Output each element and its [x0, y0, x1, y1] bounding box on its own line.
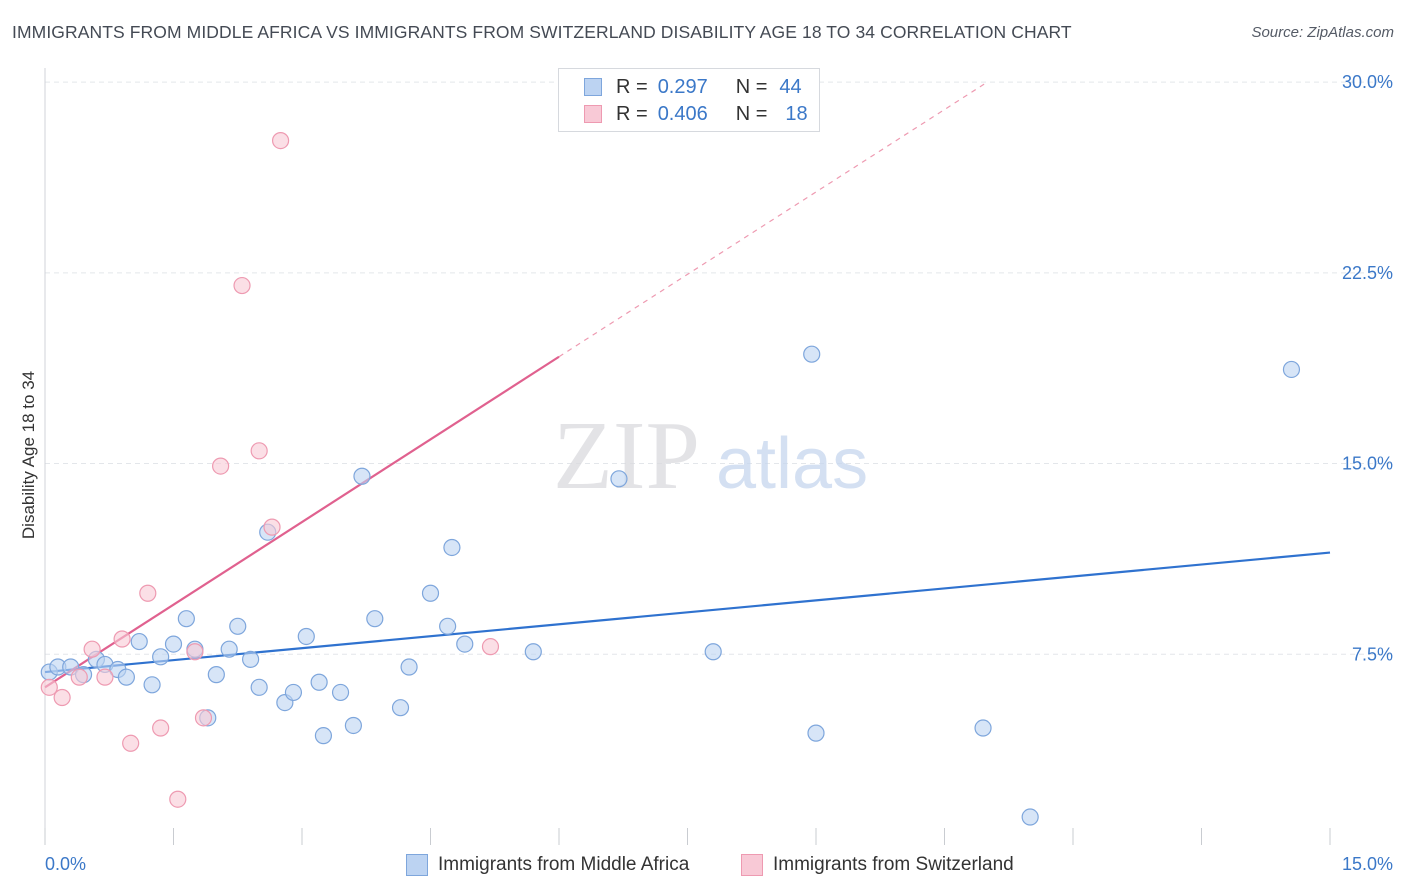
tick-labels: 7.5% 15.0% 22.5% 30.0% 0.0% 15.0%: [45, 72, 1393, 874]
watermark-atlas: atlas: [716, 424, 868, 504]
data-point-middle-africa: [242, 650, 260, 668]
data-point-middle-africa: [207, 666, 225, 684]
series-middle-africa: [40, 345, 1301, 826]
bottom-legend-middle-africa: Immigrants from Middle Africa: [406, 852, 689, 878]
axes: [44, 68, 1331, 845]
y-tick-label: 15.0%: [1342, 454, 1393, 474]
y-axis-label: Disability Age 18 to 34: [19, 371, 38, 539]
x-tick-label: 15.0%: [1342, 854, 1393, 874]
data-point-middle-africa: [143, 676, 161, 694]
data-point-middle-africa: [331, 683, 350, 702]
y-tick-label: 7.5%: [1352, 644, 1393, 664]
legend-swatch-pink: [584, 105, 602, 123]
data-point-middle-africa: [439, 617, 457, 635]
data-point-middle-africa: [803, 345, 821, 363]
bottom-legend-switzerland: Immigrants from Switzerland: [741, 852, 1014, 878]
data-point-middle-africa: [284, 683, 303, 702]
data-point-switzerland: [212, 457, 230, 475]
data-point-switzerland: [233, 276, 251, 295]
trendline-switzerland-extension: [558, 81, 988, 358]
data-point-middle-africa: [400, 658, 418, 676]
data-point-switzerland: [250, 442, 268, 460]
legend-r-label: R =: [616, 102, 648, 125]
x-tick-label: 0.0%: [45, 854, 86, 874]
correlation-legend: R = 0.297 N = 44 R = 0.406 N = 18: [558, 68, 820, 132]
data-point-middle-africa: [164, 635, 183, 653]
legend-r-value: 0.297: [657, 75, 708, 98]
data-point-switzerland: [40, 678, 58, 696]
data-point-switzerland: [53, 688, 71, 707]
data-point-switzerland: [70, 668, 88, 686]
data-point-middle-africa: [1282, 360, 1301, 379]
data-point-middle-africa: [117, 668, 135, 686]
bottom-swatch-pink: [741, 854, 763, 876]
data-point-middle-africa: [366, 610, 384, 628]
data-point-middle-africa: [177, 610, 195, 628]
y-tick-label: 22.5%: [1342, 263, 1393, 283]
data-point-switzerland: [169, 790, 187, 808]
data-point-middle-africa: [314, 727, 333, 745]
data-point-middle-africa: [220, 640, 238, 658]
legend-n-label: N =: [735, 75, 768, 98]
source-label: Source: ZipAtlas.com: [1251, 24, 1394, 41]
legend-row-middle-africa: R = 0.297 N = 44: [584, 74, 802, 100]
data-point-switzerland: [186, 643, 204, 661]
data-point-switzerland: [113, 630, 131, 648]
data-point-switzerland: [83, 640, 101, 658]
series-switzerland: [40, 131, 500, 808]
legend-row-switzerland: R = 0.406 N = 18: [584, 101, 808, 127]
data-point-middle-africa: [391, 699, 410, 717]
data-point-middle-africa: [344, 716, 362, 735]
data-point-middle-africa: [704, 643, 722, 661]
bottom-swatch-blue: [406, 854, 428, 876]
data-point-switzerland: [139, 584, 157, 602]
data-point-switzerland: [96, 668, 114, 686]
data-point-middle-africa: [310, 673, 328, 691]
trendline-middle-africa: [44, 551, 1331, 674]
legend-n-value: 44: [779, 75, 802, 98]
y-tick-label: 30.0%: [1342, 72, 1393, 92]
data-point-middle-africa: [353, 467, 371, 485]
trendline-switzerland: [44, 355, 560, 689]
data-point-middle-africa: [524, 643, 542, 661]
trend-lines: [44, 81, 1331, 689]
data-point-middle-africa: [229, 617, 247, 635]
legend-swatch-blue: [584, 78, 602, 96]
watermark-zip: ZIP: [553, 402, 700, 510]
data-point-middle-africa: [974, 719, 992, 737]
bottom-legend-label: Immigrants from Switzerland: [773, 854, 1014, 875]
data-point-switzerland: [263, 518, 281, 536]
legend-r-label: R =: [616, 75, 648, 98]
legend-r-value: 0.406: [657, 102, 708, 125]
data-point-switzerland: [152, 719, 170, 737]
legend-n-value: 18: [785, 102, 808, 125]
chart-title: IMMIGRANTS FROM MIDDLE AFRICA VS IMMIGRA…: [12, 22, 1072, 42]
data-point-switzerland: [122, 734, 140, 752]
grid-lines: [45, 81, 1393, 655]
data-point-middle-africa: [1021, 808, 1039, 826]
data-point-middle-africa: [130, 632, 148, 651]
data-point-middle-africa: [297, 627, 315, 646]
watermark: ZIP atlas: [553, 402, 868, 510]
data-point-switzerland: [194, 709, 213, 727]
data-point-middle-africa: [443, 538, 461, 557]
data-point-middle-africa: [456, 635, 474, 653]
bottom-legend-label: Immigrants from Middle Africa: [438, 854, 690, 875]
data-point-middle-africa: [152, 648, 170, 666]
data-point-middle-africa: [807, 724, 825, 742]
legend-n-label: N =: [735, 102, 768, 125]
data-point-middle-africa: [610, 470, 628, 488]
data-point-middle-africa: [421, 584, 440, 602]
data-point-middle-africa: [250, 678, 268, 696]
data-point-switzerland: [481, 638, 500, 656]
data-point-switzerland: [271, 131, 290, 150]
